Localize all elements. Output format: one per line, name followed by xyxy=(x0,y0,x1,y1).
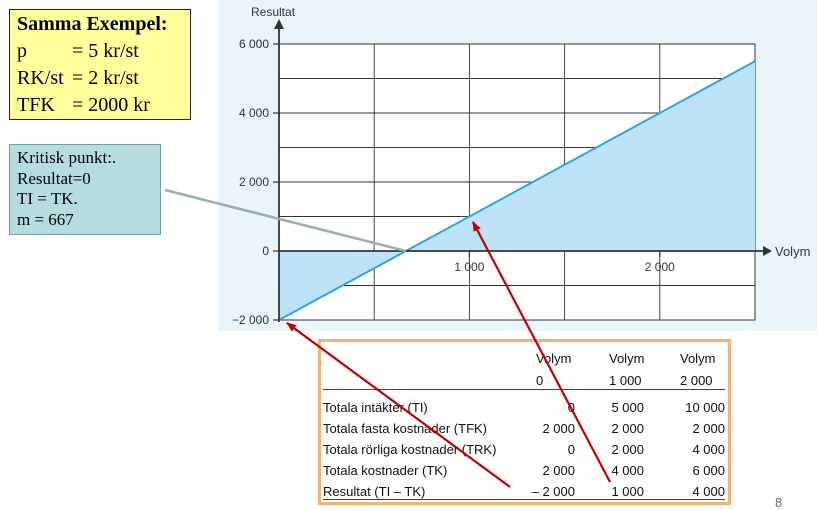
cell-value: 1 000 xyxy=(611,484,644,499)
critical-line: TI = TK. xyxy=(17,189,78,208)
y-tick-label: 6 000 xyxy=(239,37,269,51)
chart-series xyxy=(278,60,756,321)
row-label: Totala fasta kostnader (TFK) xyxy=(323,421,488,436)
y-axis-label: Resultat xyxy=(251,5,296,19)
x-axis-arrow xyxy=(763,246,772,256)
header-volume-value: 2 000 xyxy=(680,373,713,388)
cell-value: 4 000 xyxy=(692,484,725,499)
critical-line: Resultat=0 xyxy=(17,168,91,188)
row-label: Totala intäkter (TI) xyxy=(323,400,428,415)
result-line xyxy=(278,60,756,321)
cell-value: 2 000 xyxy=(542,463,575,478)
critical-line: Kritisk punkt:. xyxy=(17,148,117,167)
example-title: Samma Exempel: xyxy=(17,13,168,35)
x-axis-label: Volym xyxy=(775,244,810,259)
cell-value: – 2 000 xyxy=(531,484,575,499)
page-number: 8 xyxy=(775,495,783,510)
critical-line: m = 667 xyxy=(17,209,74,229)
row-label: Resultat (TI – TK) xyxy=(323,484,426,499)
cell-value: 4 000 xyxy=(611,463,644,478)
example-row: p = 5 kr/st xyxy=(17,38,190,65)
header-volym: Volym xyxy=(609,351,645,366)
example-key: RK/st xyxy=(17,67,64,89)
header-volume-value: 1 000 xyxy=(609,373,642,388)
example-box: Samma Exempel: p = 5 kr/st RK/st = 2 kr/… xyxy=(9,9,191,120)
cell-value: 4 000 xyxy=(692,442,725,457)
header-volym: Volym xyxy=(536,351,572,366)
x-tick-label: 1 000 xyxy=(454,260,484,274)
y-tick-label: 2 000 xyxy=(239,175,269,189)
cell-value: 2 000 xyxy=(542,421,575,436)
cell-value: 2 000 xyxy=(611,442,644,457)
cell-value: 6 000 xyxy=(692,463,725,478)
example-row: TFK = 2000 kr xyxy=(17,92,190,119)
row-label: Totala kostnader (TK) xyxy=(323,463,448,478)
y-tick-label: 4 000 xyxy=(239,106,269,120)
cell-value: 2 000 xyxy=(611,421,644,436)
y-tick-label: 0 xyxy=(262,244,269,258)
y-axis-arrow xyxy=(274,19,284,29)
example-key: p xyxy=(17,40,27,62)
example-key: TFK xyxy=(17,94,55,116)
header-volym: Volym xyxy=(680,351,716,366)
cell-value: 5 000 xyxy=(611,400,644,415)
example-row: RK/st = 2 kr/st xyxy=(17,65,190,92)
cell-value: 0 xyxy=(567,400,575,415)
header-volume-value: 0 xyxy=(536,373,544,388)
table-rule xyxy=(323,499,725,500)
cell-value: 10 000 xyxy=(685,400,725,415)
example-value: = 2 kr/st xyxy=(72,67,139,89)
row-label: Totala rörliga kostnader (TRK) xyxy=(323,442,497,457)
example-value: = 2000 kr xyxy=(72,94,150,116)
chart-ticks: 6 000 4 000 2 000 0 −2 000 1 000 2 000 xyxy=(232,37,675,327)
y-tick-label: −2 000 xyxy=(232,313,269,327)
cell-value: 2 000 xyxy=(692,421,725,436)
data-table: Volym 0 Volym 1 000 Volym 2 000 Totala i… xyxy=(318,339,731,505)
x-tick-label: 2 000 xyxy=(645,260,675,274)
cell-value: 0 xyxy=(567,442,575,457)
critical-point-box: Kritisk punkt:. Resultat=0 TI = TK. m = … xyxy=(9,144,161,235)
example-value: = 5 kr/st xyxy=(72,40,139,62)
table-rule xyxy=(323,389,725,390)
